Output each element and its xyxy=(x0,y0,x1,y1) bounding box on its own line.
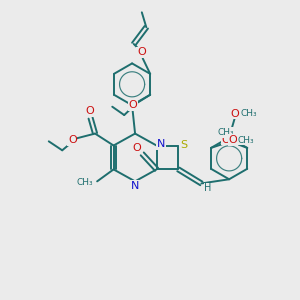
Text: CH₃: CH₃ xyxy=(238,136,255,145)
Text: O: O xyxy=(132,143,141,153)
Text: CH₃: CH₃ xyxy=(241,109,257,118)
Text: O: O xyxy=(128,100,137,110)
Text: O: O xyxy=(221,134,230,145)
Text: O: O xyxy=(68,135,77,145)
Text: O: O xyxy=(229,135,238,145)
Text: N: N xyxy=(131,181,139,190)
Text: N: N xyxy=(157,139,166,149)
Text: O: O xyxy=(230,109,239,118)
Text: O: O xyxy=(137,47,146,57)
Text: CH₃: CH₃ xyxy=(218,128,234,137)
Text: H: H xyxy=(204,183,211,193)
Text: O: O xyxy=(85,106,94,116)
Text: CH₃: CH₃ xyxy=(76,178,93,187)
Text: S: S xyxy=(180,140,187,150)
